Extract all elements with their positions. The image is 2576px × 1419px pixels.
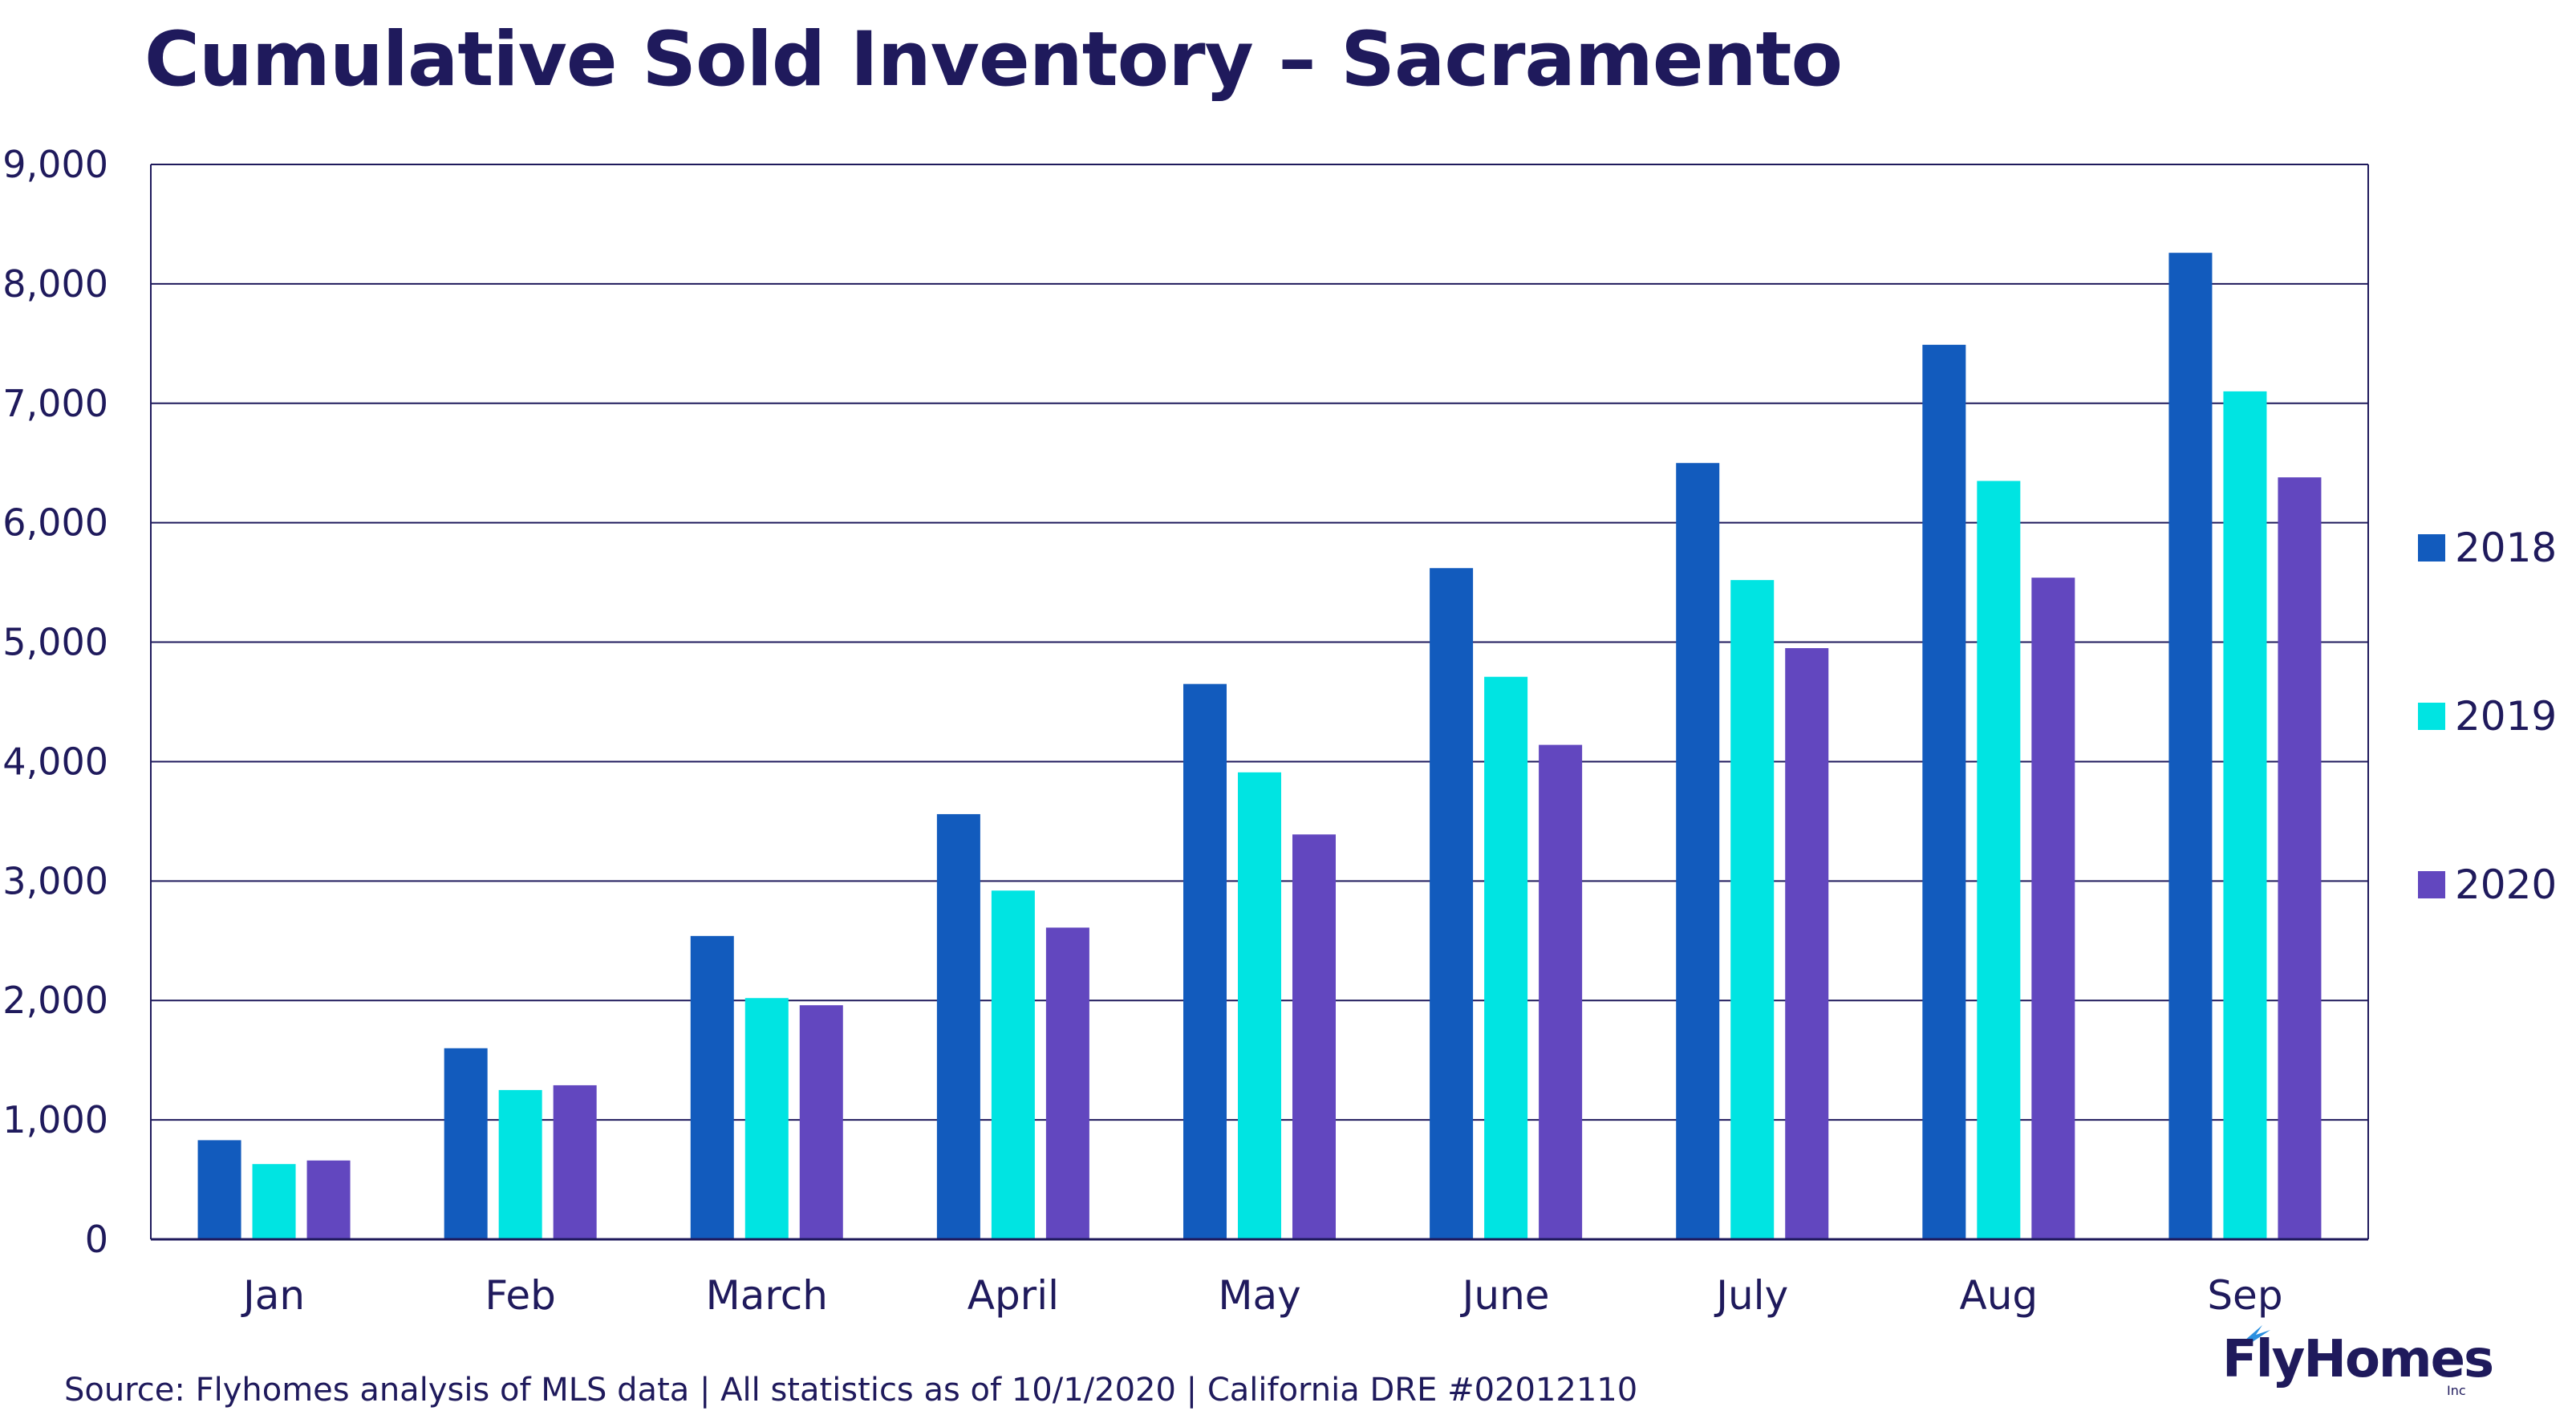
y-tick-label: 7,000 [2,382,108,425]
bar-2019-feb [498,1089,542,1239]
bar-2018-march [690,935,734,1239]
legend-label-2020: 2020 [2455,862,2557,908]
bar-2018-april [936,813,980,1239]
logo-subtext: Inc [2447,1383,2466,1398]
axes [150,164,2369,1241]
source-note: Source: Flyhomes analysis of MLS data | … [64,1372,1638,1409]
bar-2020-jan [306,1160,351,1239]
y-tick-label: 6,000 [2,501,108,545]
x-tick-label: June [1460,1272,1550,1319]
bar-2020-april [1045,927,1089,1239]
legend-swatch-2019 [2418,703,2445,730]
legend-swatch-2018 [2418,534,2445,562]
bar-2020-aug [2031,578,2075,1239]
bar-2020-sep [2278,477,2322,1239]
bar-2020-march [799,1005,843,1239]
bar-2018-feb [444,1048,488,1239]
bar-2018-aug [1922,344,1966,1239]
y-tick-label: 9,000 [2,143,108,186]
x-tick-label: March [706,1272,828,1319]
bar-2020-june [1539,744,1583,1239]
bar-2018-june [1430,568,1474,1239]
y-tick-label: 8,000 [2,262,108,306]
x-tick-label: Aug [1960,1272,2038,1319]
bar-2018-may [1183,683,1227,1239]
bar-2019-jan [252,1164,296,1239]
bar-2020-feb [553,1085,597,1239]
y-tick-label: 2,000 [2,979,108,1022]
bar-2019-may [1238,772,1281,1239]
legend-label-2018: 2018 [2455,525,2557,571]
chart-title: Cumulative Sold Inventory – Sacramento [144,16,1843,103]
x-tick-label: Jan [241,1272,305,1319]
x-tick-label: July [1714,1272,1788,1319]
y-tick-label: 1,000 [2,1098,108,1141]
logo-text: FlyHomes [2222,1330,2494,1389]
x-tick-label: Feb [485,1272,556,1319]
legend: 2018 2019 2020 [2418,525,2557,908]
x-axis-ticks: Jan Feb March April May June July Aug Sep [241,1272,2283,1319]
bar-2019-april [991,890,1035,1239]
bar-2019-aug [1977,480,2021,1239]
y-tick-label: 4,000 [2,740,108,783]
x-tick-label: Sep [2207,1272,2282,1319]
bar-2018-jan [197,1140,241,1239]
flyhomes-logo: FlyHomes Inc [2214,1324,2503,1404]
y-tick-label: 3,000 [2,859,108,902]
bar-2020-may [1292,834,1336,1239]
bar-2018-july [1676,463,1720,1239]
y-axis-ticks: 0 1,000 2,000 3,000 4,000 5,000 6,000 7,000 8,00… [2,143,108,1261]
legend-label-2019: 2019 [2455,693,2557,740]
bar-2020-july [1785,648,1829,1239]
bar-2018-sep [2168,253,2213,1240]
logo-wing-icon [2238,1325,2270,1346]
y-tick-label: 5,000 [2,621,108,664]
bar-2019-july [1730,580,1775,1239]
bar-2019-sep [2223,391,2267,1239]
x-tick-label: May [1218,1272,1300,1319]
x-tick-label: April [968,1272,1059,1319]
legend-swatch-2020 [2418,871,2445,898]
bar-2019-june [1484,676,1528,1239]
y-tick-label: 0 [85,1218,108,1261]
bar-2019-march [744,998,789,1239]
bars [197,253,2322,1240]
